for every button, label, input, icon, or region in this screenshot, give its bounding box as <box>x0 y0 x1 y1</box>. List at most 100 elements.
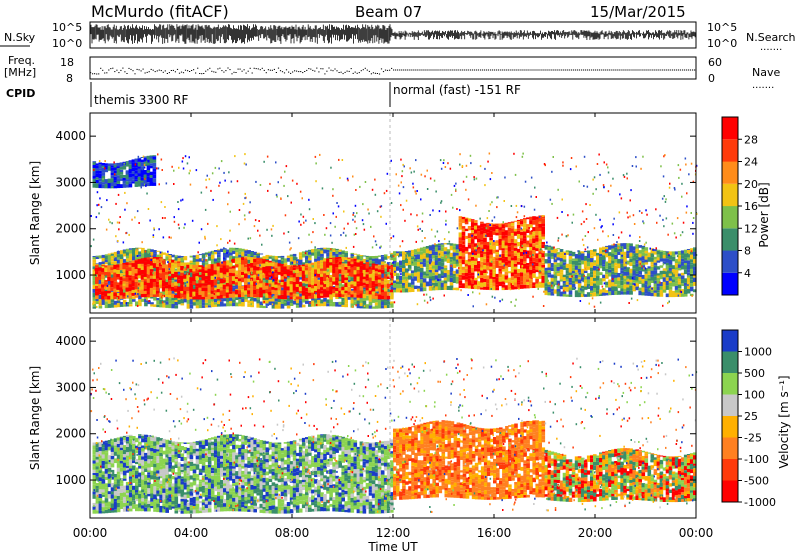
data-cell <box>198 277 203 282</box>
data-cell <box>608 284 612 288</box>
data-cell <box>280 298 285 302</box>
data-cell <box>538 275 542 279</box>
data-cell <box>219 292 224 295</box>
data-cell <box>541 241 545 245</box>
data-cell <box>134 263 139 266</box>
data-cell <box>665 273 670 278</box>
data-cell <box>195 256 200 260</box>
data-cell <box>544 270 549 275</box>
data-cell <box>247 250 251 252</box>
data-cell <box>470 227 475 230</box>
data-cell <box>507 231 512 236</box>
data-cell <box>431 285 436 288</box>
data-cell <box>320 268 324 271</box>
data-cell <box>668 255 673 260</box>
data-cell <box>119 259 124 264</box>
data-cell <box>650 266 655 271</box>
data-cell <box>195 254 200 257</box>
data-cell <box>586 283 591 287</box>
data-cell <box>467 245 472 249</box>
data-cell <box>477 231 481 236</box>
data-cell <box>295 299 300 304</box>
data-cell <box>143 161 148 164</box>
data-cell <box>174 288 178 292</box>
data-cell <box>383 301 388 306</box>
data-cell <box>629 282 633 286</box>
data-cell <box>292 300 297 305</box>
data-cell <box>520 220 524 225</box>
data-cell <box>611 286 615 291</box>
data-cell <box>668 260 673 265</box>
data-cell <box>344 261 348 264</box>
data-cell <box>680 265 685 270</box>
data-cell <box>317 271 321 274</box>
data-cell <box>244 267 248 271</box>
data-cell <box>510 284 515 290</box>
data-cell <box>128 164 133 170</box>
data-cell <box>498 281 503 287</box>
data-cell <box>510 250 515 254</box>
data-cell <box>504 224 509 228</box>
data-cell <box>437 247 442 251</box>
data-cell <box>498 262 503 266</box>
data-cell <box>241 295 245 299</box>
data-cell <box>186 268 191 272</box>
data-cell <box>513 266 518 270</box>
data-cell <box>671 269 676 273</box>
data-cell <box>341 274 345 279</box>
data-cell <box>292 286 297 291</box>
data-cell <box>380 277 385 281</box>
data-cell <box>553 267 558 272</box>
data-cell <box>122 276 126 279</box>
data-cell <box>295 269 300 274</box>
data-cell <box>458 258 463 264</box>
data-cell <box>265 261 269 267</box>
data-cell <box>383 281 388 285</box>
data-cell <box>659 293 664 297</box>
data-cell <box>443 243 448 245</box>
data-cell <box>353 290 358 293</box>
data-cell <box>529 220 533 225</box>
data-cell <box>329 275 333 278</box>
data-cell <box>110 170 115 173</box>
data-cell <box>383 298 388 302</box>
data-cell <box>419 248 424 252</box>
data-cell <box>146 282 151 287</box>
data-cell <box>356 270 361 274</box>
data-cell <box>501 226 506 229</box>
data-cell <box>590 281 594 286</box>
data-cell <box>92 238 95 241</box>
data-cell <box>374 273 379 276</box>
data-cell <box>602 255 606 260</box>
data-cell <box>532 285 536 288</box>
data-cell <box>98 255 103 259</box>
data-cell <box>210 301 215 305</box>
data-cell <box>122 253 127 257</box>
data-cell <box>159 255 162 258</box>
data-cell <box>150 302 154 305</box>
data-cell <box>341 250 345 255</box>
data-cell <box>253 251 257 256</box>
data-cell <box>368 294 373 299</box>
data-cell <box>641 269 646 272</box>
data-cell <box>565 263 570 268</box>
data-cell <box>495 225 499 229</box>
data-cell <box>495 243 499 246</box>
data-cell <box>680 279 685 284</box>
data-cell <box>544 245 549 250</box>
data-cell <box>247 303 251 307</box>
data-cell <box>492 224 496 227</box>
data-cell <box>323 247 327 250</box>
data-cell <box>155 293 160 297</box>
data-cell <box>510 257 515 261</box>
data-cell <box>341 286 345 291</box>
data-cell <box>629 246 633 249</box>
data-cell <box>268 260 272 263</box>
data-cell <box>262 256 267 260</box>
data-cell <box>101 291 105 296</box>
data-cell <box>428 270 433 273</box>
data-cell <box>223 257 227 262</box>
data-cell <box>404 272 409 277</box>
data-cell <box>374 297 379 303</box>
data-cell <box>195 286 199 291</box>
